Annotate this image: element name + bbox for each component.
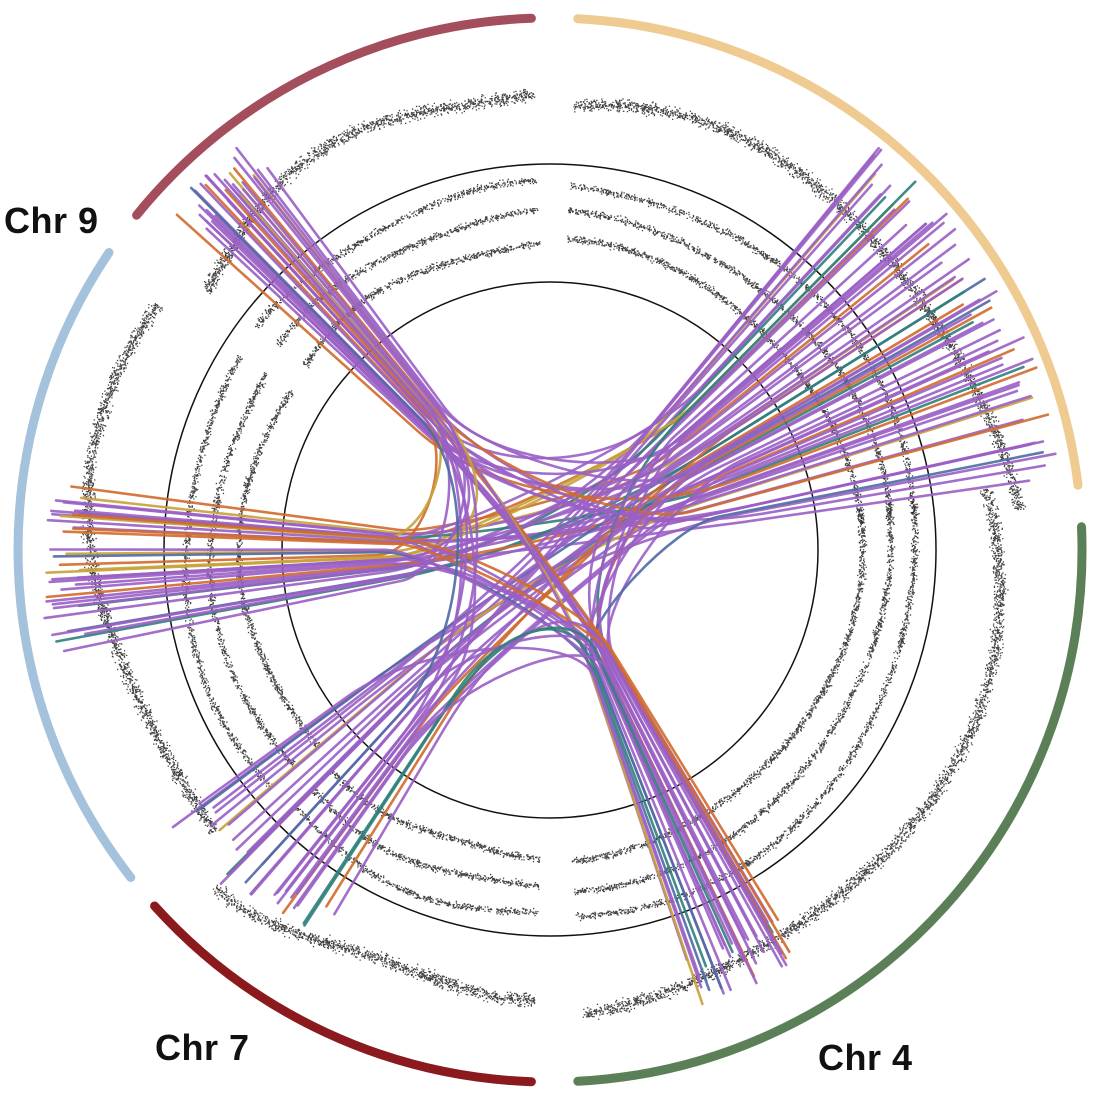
translocation-link bbox=[71, 513, 780, 922]
translocation-link bbox=[606, 339, 999, 924]
translocation-link bbox=[52, 550, 711, 992]
translocation-link bbox=[584, 313, 972, 961]
ideogram-arc-top-left bbox=[132, 13, 536, 220]
translocation-link bbox=[261, 634, 788, 967]
translocation-link bbox=[198, 646, 701, 979]
scatter-band bbox=[292, 803, 539, 917]
chr4-label: Chr 4 bbox=[818, 1037, 913, 1078]
translocation-link bbox=[292, 654, 758, 985]
translocation-link bbox=[229, 188, 463, 875]
ideogram-arc-left bbox=[13, 248, 136, 882]
translocation-link bbox=[189, 186, 460, 884]
scatter-tracks bbox=[78, 88, 1026, 1020]
translocation-link bbox=[55, 290, 966, 643]
chromosome-ideogram-arcs bbox=[13, 13, 1087, 1087]
chr9-label: Chr 9 bbox=[4, 200, 99, 241]
ideogram-arc-top-right bbox=[573, 14, 1083, 490]
scatter-band bbox=[78, 303, 217, 835]
scatter-band bbox=[568, 207, 893, 521]
translocation-link bbox=[241, 181, 703, 989]
scatter-band bbox=[567, 235, 865, 524]
translocation-link bbox=[296, 356, 1003, 895]
translocation-link bbox=[253, 176, 479, 893]
translocation-link bbox=[50, 193, 882, 540]
chr7-label: Chr 7 bbox=[155, 1027, 250, 1068]
scatter-band bbox=[329, 769, 541, 863]
ideogram-arc-right bbox=[573, 522, 1087, 1086]
translocation-links bbox=[43, 146, 1057, 1006]
translocation-link bbox=[302, 626, 734, 954]
translocation-link bbox=[62, 243, 957, 536]
translocation-link bbox=[71, 527, 788, 960]
translocation-link bbox=[199, 182, 477, 899]
ideogram-arc-bottom-left bbox=[150, 901, 536, 1087]
scatter-band bbox=[212, 884, 536, 1008]
translocation-link bbox=[273, 357, 1034, 896]
